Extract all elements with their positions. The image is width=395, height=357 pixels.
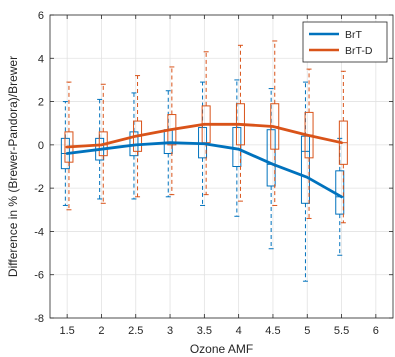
series-lines (65, 122, 343, 199)
y-tick-label: -4 (34, 226, 44, 238)
x-tick-label: 4 (236, 325, 242, 337)
legend-label-brt-d: BrT-D (345, 45, 373, 57)
y-tick-label: 0 (38, 140, 44, 152)
ticks: -8 -6 -4 -2 0 2 4 6 1.5 2 2.5 3 3.5 4 4.5 5 5.5 6 (34, 10, 393, 337)
x-tick-label: 3.5 (197, 325, 212, 337)
y-tick-label: -6 (34, 270, 44, 282)
x-tick-label: 2.5 (128, 325, 143, 337)
x-tick-label: 6 (373, 325, 379, 337)
y-tick-label: 4 (38, 53, 44, 65)
y-tick-label: 2 (38, 97, 44, 109)
x-axis-label: Ozone AMF (190, 342, 253, 356)
y-tick-label: -2 (34, 183, 44, 195)
legend-label-brt: BrT (345, 29, 363, 41)
y-axis-label: Difference in % (Brewer-Pandora)/Brewer (6, 56, 20, 277)
x-tick-label: 4.5 (265, 325, 280, 337)
x-tick-label: 1.5 (60, 325, 75, 337)
x-tick-label: 5.5 (334, 325, 349, 337)
series-line-brt-d (65, 122, 343, 149)
legend: BrT BrT-D (302, 21, 388, 63)
x-tick-label: 2 (98, 325, 104, 337)
y-tick-label: -8 (34, 313, 44, 325)
legend-box (302, 21, 388, 63)
series-line-brt (65, 141, 343, 199)
x-tick-label: 3 (167, 325, 173, 337)
axes-frame (49, 14, 394, 319)
y-tick-label: 6 (38, 10, 44, 22)
x-tick-label: 5 (304, 325, 310, 337)
